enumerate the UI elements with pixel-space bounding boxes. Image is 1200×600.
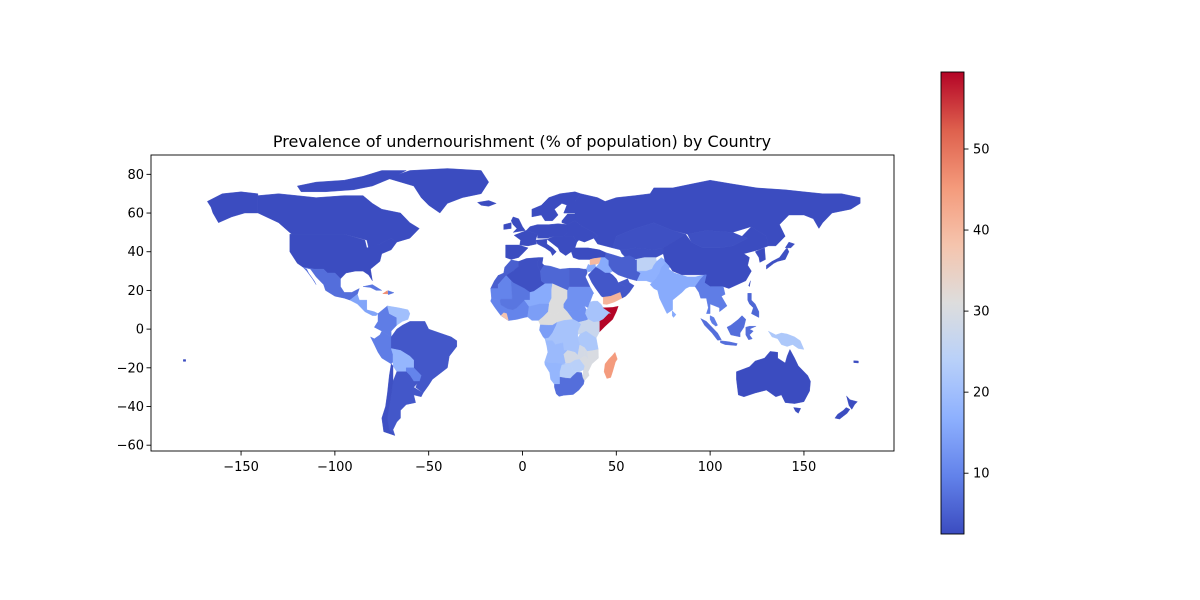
country-indonesia [720, 340, 738, 346]
country-greenland [387, 168, 489, 214]
country-chile [381, 363, 396, 436]
country-new-zealand [853, 360, 859, 364]
colorbar-tick-label: 20 [973, 386, 990, 401]
country-mexico [302, 267, 360, 301]
country-new-zealand [183, 359, 186, 362]
chart-title: Prevalence of undernourishment (% of pop… [273, 132, 771, 151]
colorbar: 10 20 30 40 50 [940, 71, 990, 535]
country-saudi-arabia [618, 278, 635, 299]
x-tick-label: −150 [223, 460, 259, 475]
country-japan [785, 241, 795, 249]
y-tick-label: −20 [117, 361, 144, 376]
y-tick-label: −60 [117, 439, 144, 454]
country-myanmar [362, 284, 382, 291]
country-uk [511, 216, 526, 233]
colorbar-tick-label: 10 [973, 467, 990, 482]
country-new-zealand [846, 395, 858, 410]
country-indonesia [745, 326, 757, 340]
map-area [183, 168, 861, 436]
country-thailand [694, 274, 728, 314]
country-australia [736, 349, 811, 404]
y-tick-label: 60 [127, 207, 144, 222]
country-haiti [382, 290, 389, 295]
country-philippines [747, 293, 760, 318]
country-egypt [569, 268, 591, 287]
country-peru [370, 330, 394, 365]
country-somalia [599, 306, 619, 333]
country-madagascar [603, 352, 618, 379]
country-iran [604, 252, 641, 281]
country-thailand [709, 315, 718, 327]
country-usa [207, 191, 259, 223]
country-new-zealand [834, 407, 851, 420]
country-china [755, 247, 766, 263]
colorbar-tick-label: 40 [973, 224, 990, 239]
x-tick-label: 150 [792, 460, 817, 475]
country-china [748, 280, 751, 287]
x-tick-label: −100 [317, 460, 353, 475]
country-canada [297, 170, 407, 193]
country-south-africa [554, 372, 585, 397]
colorbar-ticks: 10 20 30 40 50 [964, 143, 990, 482]
country-papua-new-guinea [768, 330, 805, 350]
y-tick-label: 20 [127, 284, 144, 299]
country-australia [793, 407, 801, 414]
y-tick-label: 0 [136, 323, 144, 338]
country-botswana [569, 359, 585, 373]
country-argentina [413, 387, 424, 397]
colorbar-tick-label: 30 [973, 305, 990, 320]
x-tick-label: −50 [415, 460, 442, 475]
country-mexico [302, 267, 317, 285]
x-tick-label: 100 [698, 460, 723, 475]
country-myanmar [387, 290, 395, 295]
country-indonesia [700, 318, 722, 341]
country-europe [535, 238, 557, 256]
country-europe [505, 244, 529, 260]
country-central-america [349, 294, 379, 316]
country-india [672, 310, 677, 318]
y-tick-label: 80 [127, 168, 144, 183]
y-axis: −60 −40 −20 0 20 40 60 80 [117, 168, 151, 454]
country-indonesia [726, 315, 746, 338]
country-liberia [500, 312, 509, 321]
y-tick-label: −40 [117, 400, 144, 415]
x-tick-label: 0 [518, 460, 526, 475]
colorbar-tick-label: 50 [973, 143, 990, 158]
y-tick-label: 40 [127, 245, 144, 260]
x-axis: −150 −100 −50 0 50 100 150 [223, 451, 816, 475]
country-mongolia [687, 230, 748, 249]
country-iraq [586, 264, 596, 273]
x-tick-label: 50 [608, 460, 625, 475]
country-yemen [603, 292, 623, 305]
colorbar-gradient [940, 71, 965, 535]
country-venezuela [387, 305, 411, 326]
country-iceland [477, 200, 497, 207]
country-japan [766, 247, 790, 270]
country-nigeria [527, 303, 549, 321]
country-uk [503, 222, 512, 230]
